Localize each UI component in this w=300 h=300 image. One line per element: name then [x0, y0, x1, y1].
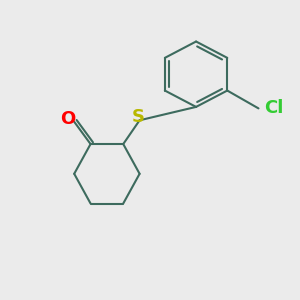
Text: S: S — [132, 108, 145, 126]
Text: Cl: Cl — [264, 99, 283, 117]
Text: O: O — [60, 110, 75, 128]
